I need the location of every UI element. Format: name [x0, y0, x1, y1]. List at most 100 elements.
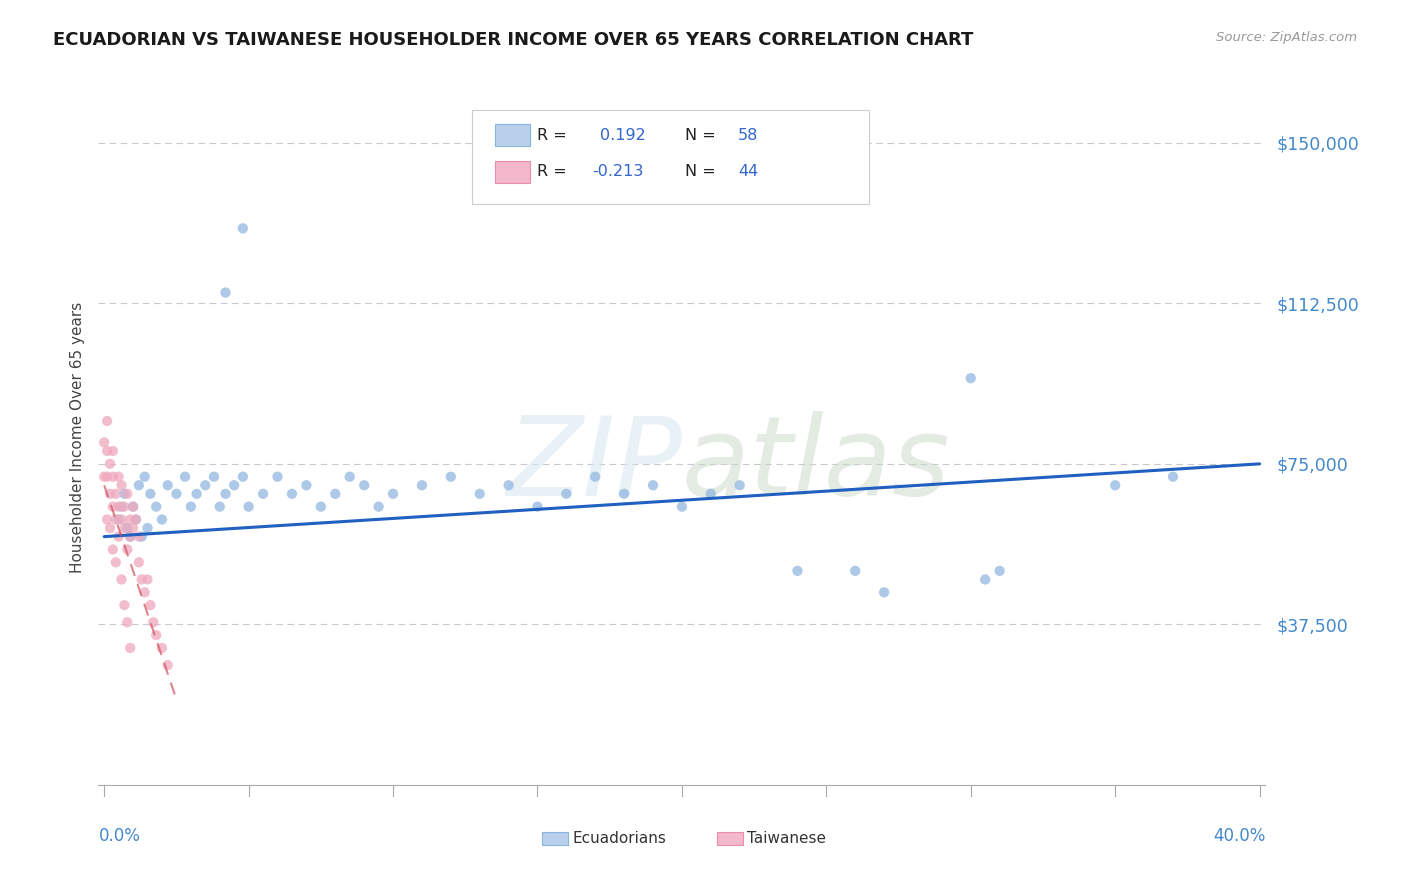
Point — [873, 585, 896, 599]
Point — [110, 478, 132, 492]
Text: 0.0%: 0.0% — [98, 827, 141, 845]
Point — [96, 414, 118, 428]
Point — [382, 487, 405, 501]
Point — [728, 478, 751, 492]
Text: 40.0%: 40.0% — [1213, 827, 1265, 845]
Point — [104, 487, 127, 501]
Point — [112, 500, 135, 514]
Point — [232, 469, 254, 483]
Point — [112, 487, 135, 501]
Point — [96, 469, 118, 483]
Point — [583, 469, 606, 483]
Point — [786, 564, 808, 578]
Point — [122, 521, 145, 535]
Point — [104, 555, 127, 569]
Point — [411, 478, 433, 492]
Point — [136, 573, 159, 587]
Point — [295, 478, 318, 492]
FancyBboxPatch shape — [495, 124, 530, 146]
Point — [125, 512, 148, 526]
Text: 44: 44 — [738, 164, 758, 179]
Point — [117, 521, 139, 535]
Point — [98, 487, 121, 501]
Point — [101, 469, 124, 483]
Point — [180, 500, 202, 514]
Point — [266, 469, 288, 483]
Point — [125, 512, 148, 526]
Point — [101, 500, 124, 514]
Point — [139, 598, 162, 612]
Point — [238, 500, 260, 514]
Text: 0.192: 0.192 — [600, 128, 645, 143]
Point — [96, 512, 118, 526]
Text: R =: R = — [537, 128, 572, 143]
Point — [323, 487, 346, 501]
Point — [671, 500, 693, 514]
FancyBboxPatch shape — [541, 831, 568, 846]
Text: Ecuadorians: Ecuadorians — [572, 831, 666, 846]
Point — [107, 512, 129, 526]
Point — [526, 500, 548, 514]
Text: N =: N = — [685, 164, 721, 179]
Text: N =: N = — [685, 128, 721, 143]
Point — [224, 478, 246, 492]
Point — [613, 487, 636, 501]
Point — [145, 500, 167, 514]
Point — [128, 478, 150, 492]
FancyBboxPatch shape — [495, 161, 530, 183]
Point — [214, 487, 236, 501]
Point — [117, 542, 139, 557]
Point — [440, 469, 463, 483]
Point — [498, 478, 520, 492]
FancyBboxPatch shape — [717, 831, 742, 846]
Point — [214, 285, 236, 300]
Point — [309, 500, 332, 514]
Point — [145, 628, 167, 642]
Point — [136, 521, 159, 535]
Point — [700, 487, 723, 501]
Point — [101, 542, 124, 557]
Point — [281, 487, 304, 501]
Point — [139, 487, 162, 501]
Point — [98, 457, 121, 471]
Point — [128, 555, 150, 569]
Text: R =: R = — [537, 164, 572, 179]
Point — [110, 573, 132, 587]
Point — [112, 521, 135, 535]
Point — [128, 530, 150, 544]
Point — [988, 564, 1011, 578]
Point — [134, 469, 156, 483]
Point — [959, 371, 981, 385]
Point — [232, 221, 254, 235]
Point — [367, 500, 389, 514]
Point — [107, 530, 129, 544]
Text: 58: 58 — [738, 128, 758, 143]
Point — [208, 500, 231, 514]
Point — [252, 487, 274, 501]
Point — [156, 478, 179, 492]
Point — [202, 469, 225, 483]
Text: ECUADORIAN VS TAIWANESE HOUSEHOLDER INCOME OVER 65 YEARS CORRELATION CHART: ECUADORIAN VS TAIWANESE HOUSEHOLDER INCO… — [53, 31, 974, 49]
Y-axis label: Householder Income Over 65 years: Householder Income Over 65 years — [69, 301, 84, 573]
Point — [98, 521, 121, 535]
Point — [194, 478, 217, 492]
Point — [142, 615, 165, 630]
Point — [112, 598, 135, 612]
Point — [107, 500, 129, 514]
Point — [353, 478, 375, 492]
Point — [131, 530, 153, 544]
Point — [339, 469, 361, 483]
Point — [174, 469, 197, 483]
Point — [974, 573, 997, 587]
Point — [117, 487, 139, 501]
Point — [120, 530, 142, 544]
Text: atlas: atlas — [682, 411, 950, 518]
Point — [641, 478, 664, 492]
Point — [117, 615, 139, 630]
Point — [150, 512, 173, 526]
Point — [131, 573, 153, 587]
Point — [844, 564, 866, 578]
Point — [122, 500, 145, 514]
Point — [104, 512, 127, 526]
Point — [468, 487, 491, 501]
